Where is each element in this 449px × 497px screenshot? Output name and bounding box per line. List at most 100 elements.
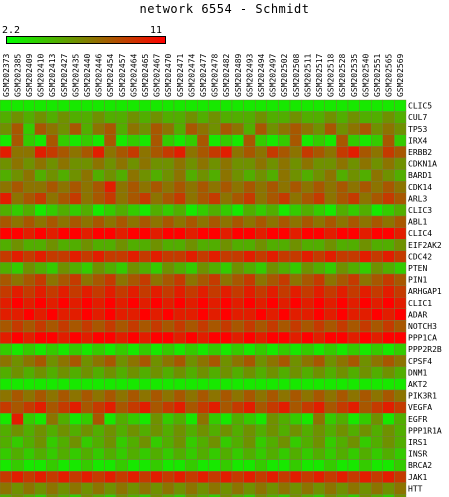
heatmap-cell xyxy=(138,122,151,135)
heatmap-cell xyxy=(150,389,163,402)
heatmap-cell xyxy=(254,273,267,286)
heatmap-cell xyxy=(23,99,36,112)
heatmap-cell xyxy=(382,494,395,497)
heatmap-cell xyxy=(127,169,140,182)
heatmap-cell xyxy=(162,99,175,112)
heatmap-cell xyxy=(243,238,256,251)
column-label: GSM202551 xyxy=(373,53,382,97)
heatmap-cell xyxy=(0,111,12,124)
heatmap-cell xyxy=(57,331,70,344)
heatmap-cell xyxy=(313,134,326,147)
heatmap-cell xyxy=(208,215,221,228)
heatmap-cell xyxy=(162,285,175,298)
heatmap-cell xyxy=(278,122,291,135)
heatmap-cell xyxy=(208,180,221,193)
heatmap-cell xyxy=(382,297,395,310)
heatmap-cell xyxy=(220,482,233,495)
heatmap-cell xyxy=(127,401,140,414)
heatmap-cell xyxy=(394,471,407,484)
heatmap-cell xyxy=(289,320,302,333)
heatmap-cell xyxy=(220,157,233,170)
heatmap-cell xyxy=(382,366,395,379)
heatmap-cell xyxy=(278,273,291,286)
row-label: CDC42 xyxy=(408,252,432,261)
heatmap-cell xyxy=(289,157,302,170)
heatmap-cell xyxy=(150,134,163,147)
heatmap-cell xyxy=(104,355,117,368)
heatmap-cell xyxy=(266,180,279,193)
heatmap-cell xyxy=(313,378,326,391)
heatmap-cell xyxy=(243,320,256,333)
heatmap-cell xyxy=(150,122,163,135)
column-label: GSM202494 xyxy=(257,53,266,97)
heatmap-cell xyxy=(196,459,209,472)
heatmap-cell xyxy=(231,99,244,112)
heatmap-cell xyxy=(289,273,302,286)
heatmap-cell xyxy=(208,308,221,321)
heatmap-cell xyxy=(138,308,151,321)
heatmap-cell xyxy=(23,471,36,484)
heatmap-cell xyxy=(371,285,384,298)
heatmap-cell xyxy=(34,413,47,426)
heatmap-cell xyxy=(382,169,395,182)
heatmap-cell xyxy=(150,471,163,484)
heatmap-cell xyxy=(92,401,105,414)
heatmap-cell xyxy=(46,273,59,286)
heatmap-cell xyxy=(23,273,36,286)
heatmap-cell xyxy=(208,99,221,112)
heatmap-cell xyxy=(92,157,105,170)
heatmap-cell xyxy=(34,424,47,437)
heatmap-cell xyxy=(278,157,291,170)
heatmap-cell xyxy=(254,482,267,495)
heatmap-cell xyxy=(104,157,117,170)
heatmap-cell xyxy=(127,227,140,240)
heatmap-cell xyxy=(254,111,267,124)
heatmap-cell xyxy=(394,436,407,449)
heatmap-cell xyxy=(150,180,163,193)
heatmap-cell xyxy=(185,146,198,159)
heatmap-cell xyxy=(23,192,36,205)
heatmap-cell xyxy=(324,355,337,368)
row-label: JAK1 xyxy=(408,473,427,482)
heatmap-cell xyxy=(313,424,326,437)
heatmap-cell xyxy=(0,169,12,182)
heatmap-cell xyxy=(289,308,302,321)
heatmap-cell xyxy=(289,122,302,135)
heatmap-cell xyxy=(289,401,302,414)
heatmap-cell xyxy=(138,204,151,217)
heatmap-cell xyxy=(208,169,221,182)
heatmap-cell xyxy=(80,355,93,368)
heatmap-cell xyxy=(0,285,12,298)
heatmap-cell xyxy=(57,378,70,391)
heatmap-cell xyxy=(69,494,82,497)
heatmap-cell xyxy=(69,459,82,472)
heatmap-cell xyxy=(92,320,105,333)
heatmap-cell xyxy=(92,122,105,135)
heatmap-cell xyxy=(208,471,221,484)
heatmap-cell xyxy=(208,343,221,356)
heatmap-cell xyxy=(185,122,198,135)
heatmap-cell xyxy=(92,134,105,147)
heatmap-cell xyxy=(104,238,117,251)
heatmap-cell xyxy=(138,180,151,193)
heatmap-cell xyxy=(359,285,372,298)
heatmap-cell xyxy=(208,401,221,414)
heatmap-cell xyxy=(208,482,221,495)
heatmap-cell xyxy=(208,355,221,368)
heatmap-cell xyxy=(162,308,175,321)
heatmap-cell xyxy=(359,204,372,217)
heatmap-cell xyxy=(220,250,233,263)
heatmap-cell xyxy=(231,192,244,205)
heatmap-cell xyxy=(34,297,47,310)
heatmap-cell xyxy=(173,215,186,228)
heatmap-cell xyxy=(46,308,59,321)
heatmap-cell xyxy=(394,180,407,193)
heatmap-cell xyxy=(278,389,291,402)
heatmap-cell xyxy=(347,436,360,449)
column-label: GSM202497 xyxy=(269,53,278,97)
heatmap-cell xyxy=(301,436,314,449)
heatmap-cell xyxy=(115,227,128,240)
heatmap-cell xyxy=(382,122,395,135)
heatmap-cell xyxy=(92,413,105,426)
